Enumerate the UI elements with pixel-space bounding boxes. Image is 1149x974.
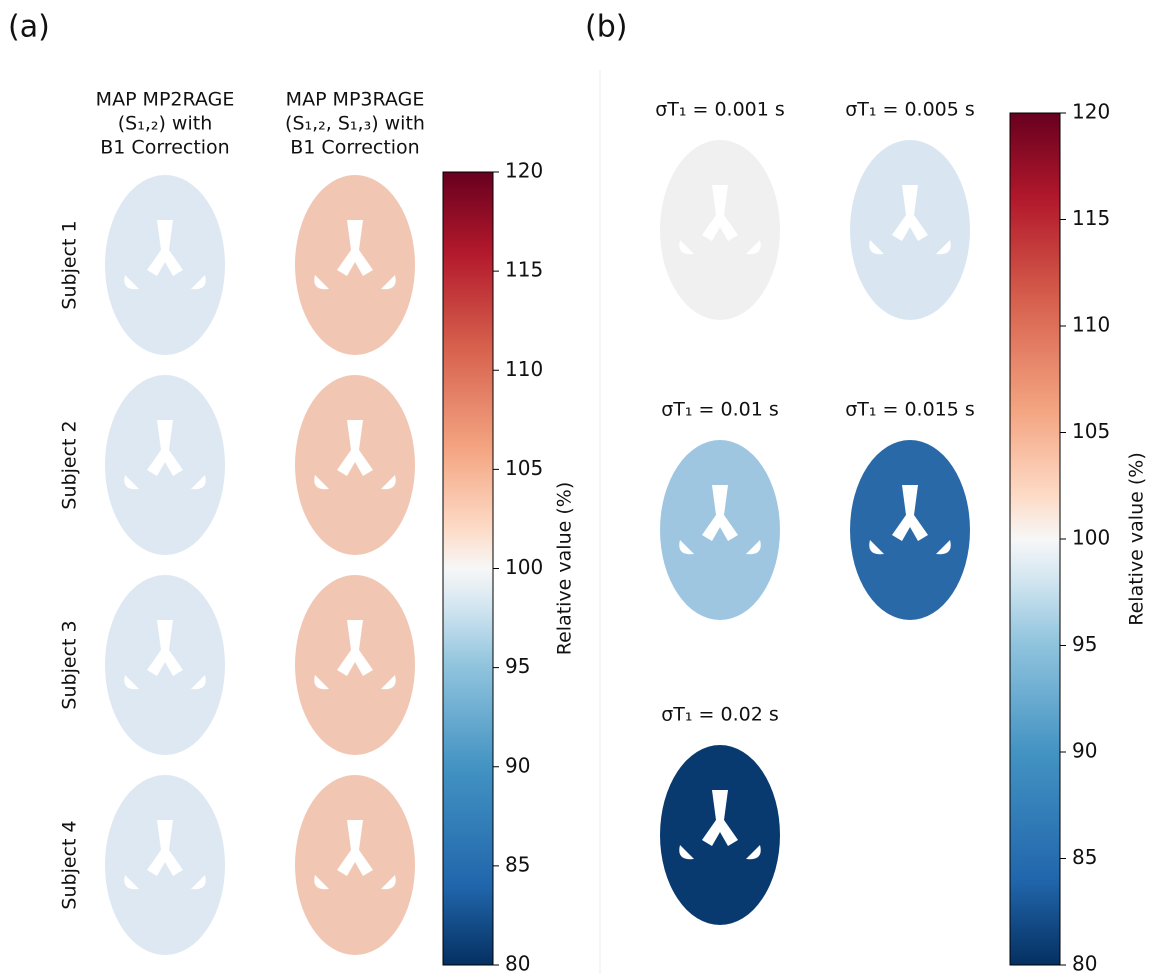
tick-label: 95 [505,654,530,678]
tick-label: 80 [1072,952,1097,974]
ventricles [314,420,396,490]
column-title: B1 Correction [100,137,229,159]
column-title: MAP MP2RAGE [96,89,235,111]
brain-map [105,575,225,755]
ventricles [124,220,206,290]
tick-label: 115 [505,258,543,282]
row-label: Subject 1 [59,220,81,309]
brain-map [295,775,415,955]
column-title: (S₁,₂) with [118,113,213,135]
ventricles [124,620,206,690]
subplot-title: σT₁ = 0.015 s [845,399,975,421]
row-label: Subject 2 [59,420,81,509]
row-label: Subject 4 [59,820,81,909]
brain-map [105,175,225,355]
ventricles [314,820,396,890]
panel-label: (a) [8,10,50,45]
subplot-title: σT₁ = 0.01 s [661,399,779,421]
ventricles [869,185,951,255]
column-title: (S₁,₂, S₁,₃) with [285,113,425,135]
brain-map [105,775,225,955]
brain-map [660,745,780,925]
brain-map [660,440,780,620]
subplot-title: σT₁ = 0.005 s [845,99,975,121]
column-title: B1 Correction [290,137,419,159]
ventricles [679,185,761,255]
row-label: Subject 3 [59,620,81,709]
colorbar [1009,112,1061,966]
ventricles [124,820,206,890]
tick-label: 100 [1072,526,1110,550]
brain-map [105,375,225,555]
brain-map [850,440,970,620]
brain-map [295,175,415,355]
tick-label: 120 [1072,100,1110,124]
tick-label: 105 [1072,419,1110,443]
tick-label: 115 [1072,206,1110,230]
colorbar [442,171,494,966]
subplot-title: σT₁ = 0.001 s [655,99,785,121]
tick-label: 90 [505,753,530,777]
brain-map [295,375,415,555]
tick-label: 110 [1072,313,1110,337]
tick-label: 80 [505,952,530,974]
tick-label: 105 [505,456,543,480]
tick-label: 120 [505,159,543,183]
ventricles [314,220,396,290]
ventricles [869,485,951,555]
ventricles [314,620,396,690]
colorbar-label: Relative value (%) [554,482,576,655]
tick-label: 85 [505,852,530,876]
brain-map [295,575,415,755]
ventricles [124,420,206,490]
brain-map [850,140,970,320]
colorbar-label: Relative value (%) [1126,452,1148,625]
brain-map [660,140,780,320]
tick-label: 110 [505,357,543,381]
tick-label: 95 [1072,632,1097,656]
subplot-title: σT₁ = 0.02 s [661,704,779,726]
panel-label: (b) [585,10,627,45]
tick-label: 90 [1072,739,1097,763]
column-title: MAP MP3RAGE [286,89,425,111]
ventricles [679,485,761,555]
tick-label: 100 [505,555,543,579]
ventricles [679,790,761,860]
tick-label: 85 [1072,845,1097,869]
